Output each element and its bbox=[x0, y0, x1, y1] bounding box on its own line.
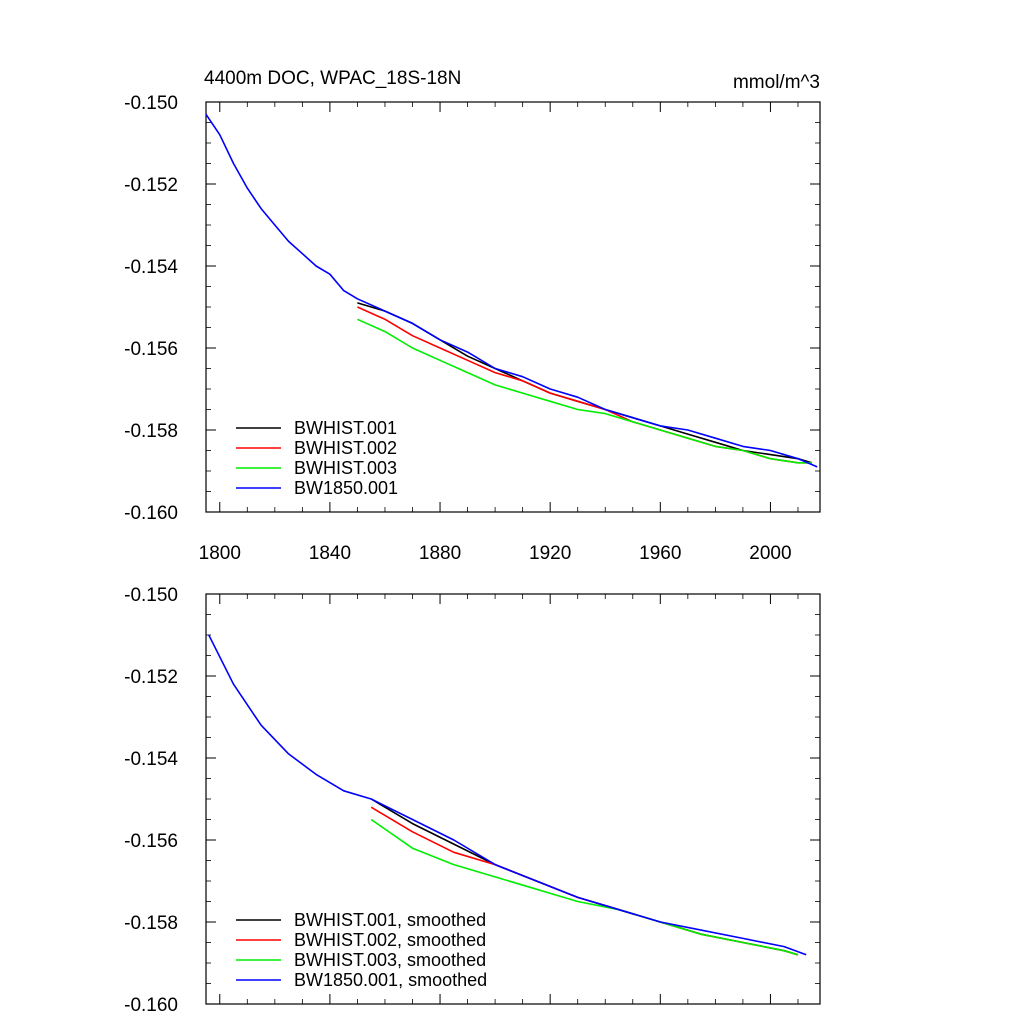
x-tick-label: 1840 bbox=[309, 543, 351, 564]
legend-label: BWHIST.002 bbox=[294, 438, 397, 458]
legend-label: BWHIST.003 bbox=[294, 458, 397, 478]
x-tick-label: 1800 bbox=[199, 543, 241, 564]
legend-label: BW1850.001, smoothed bbox=[294, 970, 487, 990]
y-tick-label: -0.158 bbox=[124, 421, 178, 442]
chart-title: 4400m DOC, WPAC_18S-18N bbox=[204, 68, 461, 89]
legend-label: BWHIST.001, smoothed bbox=[294, 910, 486, 930]
units-label: mmol/m^3 bbox=[733, 72, 820, 93]
legend-label: BWHIST.003, smoothed bbox=[294, 950, 486, 970]
legend-label: BW1850.001 bbox=[294, 478, 398, 498]
x-tick-label: 2000 bbox=[749, 543, 791, 564]
y-tick-label: -0.154 bbox=[124, 257, 178, 278]
y-tick-label: -0.150 bbox=[124, 93, 178, 114]
y-tick-label: -0.154 bbox=[124, 749, 178, 770]
y-tick-label: -0.160 bbox=[124, 503, 178, 524]
legend-label: BWHIST.002, smoothed bbox=[294, 930, 486, 950]
bottom-panel: -0.150 -0.152 -0.154 -0.156 -0.158 -0.160 BWHI… bbox=[124, 585, 821, 1016]
x-tick-label: 1960 bbox=[639, 543, 681, 564]
series-line-bwhist-001 bbox=[357, 302, 812, 464]
x-tick-label: 1880 bbox=[419, 543, 461, 564]
y-tick-label: -0.156 bbox=[124, 339, 178, 360]
series-line-bwhist-003-smoothed bbox=[370, 818, 799, 956]
y-tick-label: -0.150 bbox=[124, 585, 178, 606]
y-tick-label: -0.152 bbox=[124, 667, 178, 688]
series-line-bwhist-003 bbox=[357, 318, 812, 464]
series-line-bw1850-001 bbox=[205, 113, 818, 468]
legend-label: BWHIST.001 bbox=[294, 418, 397, 438]
y-tick-label: -0.160 bbox=[124, 995, 178, 1016]
y-tick-label: -0.152 bbox=[124, 175, 178, 196]
series-line-bw1850-001-smoothed bbox=[208, 634, 807, 956]
y-tick-label: -0.156 bbox=[124, 831, 178, 852]
top-panel: -0.150 -0.152 -0.154 -0.156 -0.158 -0.160 1800… bbox=[124, 93, 821, 564]
y-tick-label: -0.158 bbox=[124, 913, 178, 934]
x-tick-label: 1920 bbox=[529, 543, 571, 564]
